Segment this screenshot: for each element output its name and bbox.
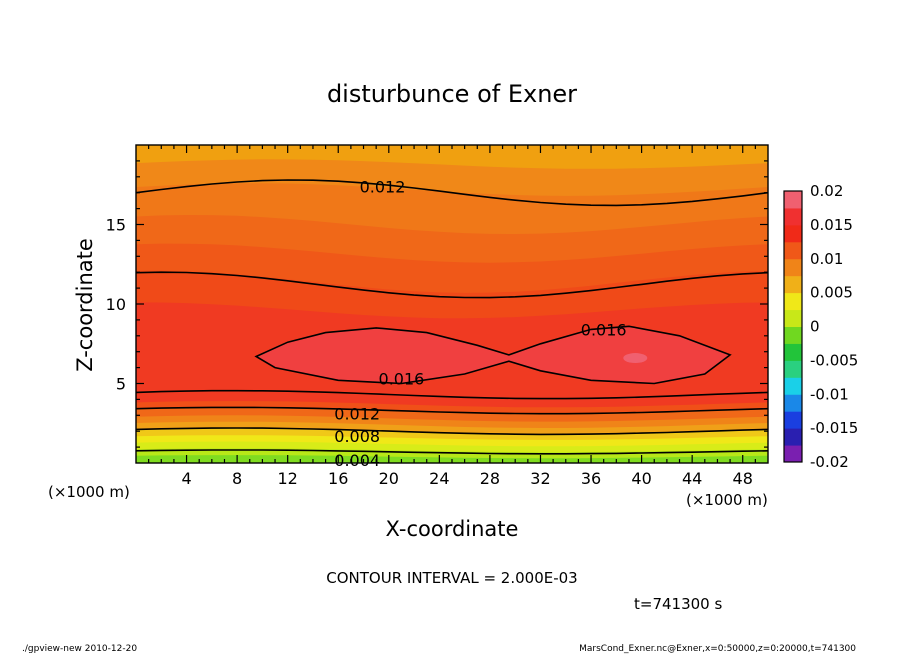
contour-line-lower-2 (136, 406, 768, 415)
colorbar-swatch-7 (784, 326, 802, 344)
x-tick-label-28: 28 (480, 469, 500, 488)
x-tick-label-20: 20 (379, 469, 399, 488)
colorbar-swatch-9 (784, 292, 802, 311)
colorbar-swatch-5 (784, 360, 802, 378)
contour-line-lower-3 (136, 427, 768, 436)
colorbar-swatch-0 (784, 445, 802, 463)
contour-label-2: 0.016 (379, 370, 425, 389)
colorbar-tick-label-0: 0.02 (810, 182, 843, 200)
colorbar-tick-label-1: 0.015 (810, 216, 853, 234)
contour-line-lower-4 (136, 449, 768, 455)
contour-line-upper (136, 179, 768, 207)
colorbar-swatch-13 (784, 224, 802, 243)
colorbar-swatch-14 (784, 207, 802, 226)
y-axis-label: Z-coordinate (73, 238, 97, 372)
x-tick-label-4: 4 (181, 469, 191, 488)
colorbar-swatch-2 (784, 411, 802, 429)
x-tick-label-32: 32 (530, 469, 550, 488)
y-tick-label-5: 5 (116, 375, 126, 394)
x-tick-label-24: 24 (429, 469, 449, 488)
colorbar-tick-label-2: 0.01 (810, 250, 843, 268)
contour-line-lower-1 (136, 389, 768, 400)
colorbar-swatch-1 (784, 428, 802, 446)
colorbar-tick-label-5: -0.005 (810, 351, 858, 369)
colorbar-tick-label-3: 0.005 (810, 284, 853, 302)
contour-label-4: 0.008 (334, 427, 380, 446)
x-tick-label-8: 8 (232, 469, 242, 488)
colorbar-tick-label-4: 0 (810, 318, 820, 336)
x-axis-label: X-coordinate (386, 517, 519, 541)
colorbar-swatch-11 (784, 258, 802, 277)
colorbar-swatch-6 (784, 343, 802, 361)
y-tick-label-10: 10 (106, 295, 126, 314)
band-peak-spot (623, 353, 648, 364)
colorbar-swatch-15 (784, 191, 802, 209)
x-tick-label-48: 48 (733, 469, 753, 488)
x-tick-label-12: 12 (278, 469, 298, 488)
footer-right: MarsCond_Exner.nc@Exner,x=0:50000,z=0:20… (579, 644, 856, 654)
y-tick-label-15: 15 (106, 216, 126, 235)
contour-label-3: 0.012 (334, 405, 380, 424)
x-tick-label-40: 40 (631, 469, 651, 488)
contour-label-5: 0.004 (334, 451, 380, 470)
contour-label-1: 0.016 (581, 320, 627, 339)
colorbar-tick-label-6: -0.01 (810, 385, 849, 403)
colorbar-swatch-12 (784, 241, 802, 260)
time-label: t=741300 s (634, 595, 722, 613)
band-max-region (256, 326, 731, 384)
chart-title: disturbunce of Exner (327, 80, 577, 108)
colorbar-tick-label-8: -0.02 (810, 453, 849, 471)
footer-left: ./gpview-new 2010-12-20 (22, 644, 137, 654)
x-tick-label-16: 16 (328, 469, 348, 488)
contour-line-mid (136, 271, 768, 299)
x-tick-label-44: 44 (682, 469, 702, 488)
contour-line-max (254, 325, 732, 385)
colorbar (784, 191, 802, 463)
x-units-left: (×1000 m) (48, 483, 130, 501)
x-units-right: (×1000 m) (686, 491, 768, 509)
contour-label-0: 0.012 (360, 177, 406, 196)
colorbar-swatch-10 (784, 275, 802, 294)
colorbar-frame (783, 190, 803, 463)
contour-interval-note: CONTOUR INTERVAL = 2.000E-03 (326, 569, 577, 587)
filled-contours (136, 145, 768, 463)
contour-lines (136, 179, 768, 455)
colorbar-swatch-8 (784, 309, 802, 327)
colorbar-swatch-3 (784, 394, 802, 412)
colorbar-swatch-4 (784, 377, 802, 395)
colorbar-tick-label-7: -0.015 (810, 419, 858, 437)
x-tick-label-36: 36 (581, 469, 601, 488)
